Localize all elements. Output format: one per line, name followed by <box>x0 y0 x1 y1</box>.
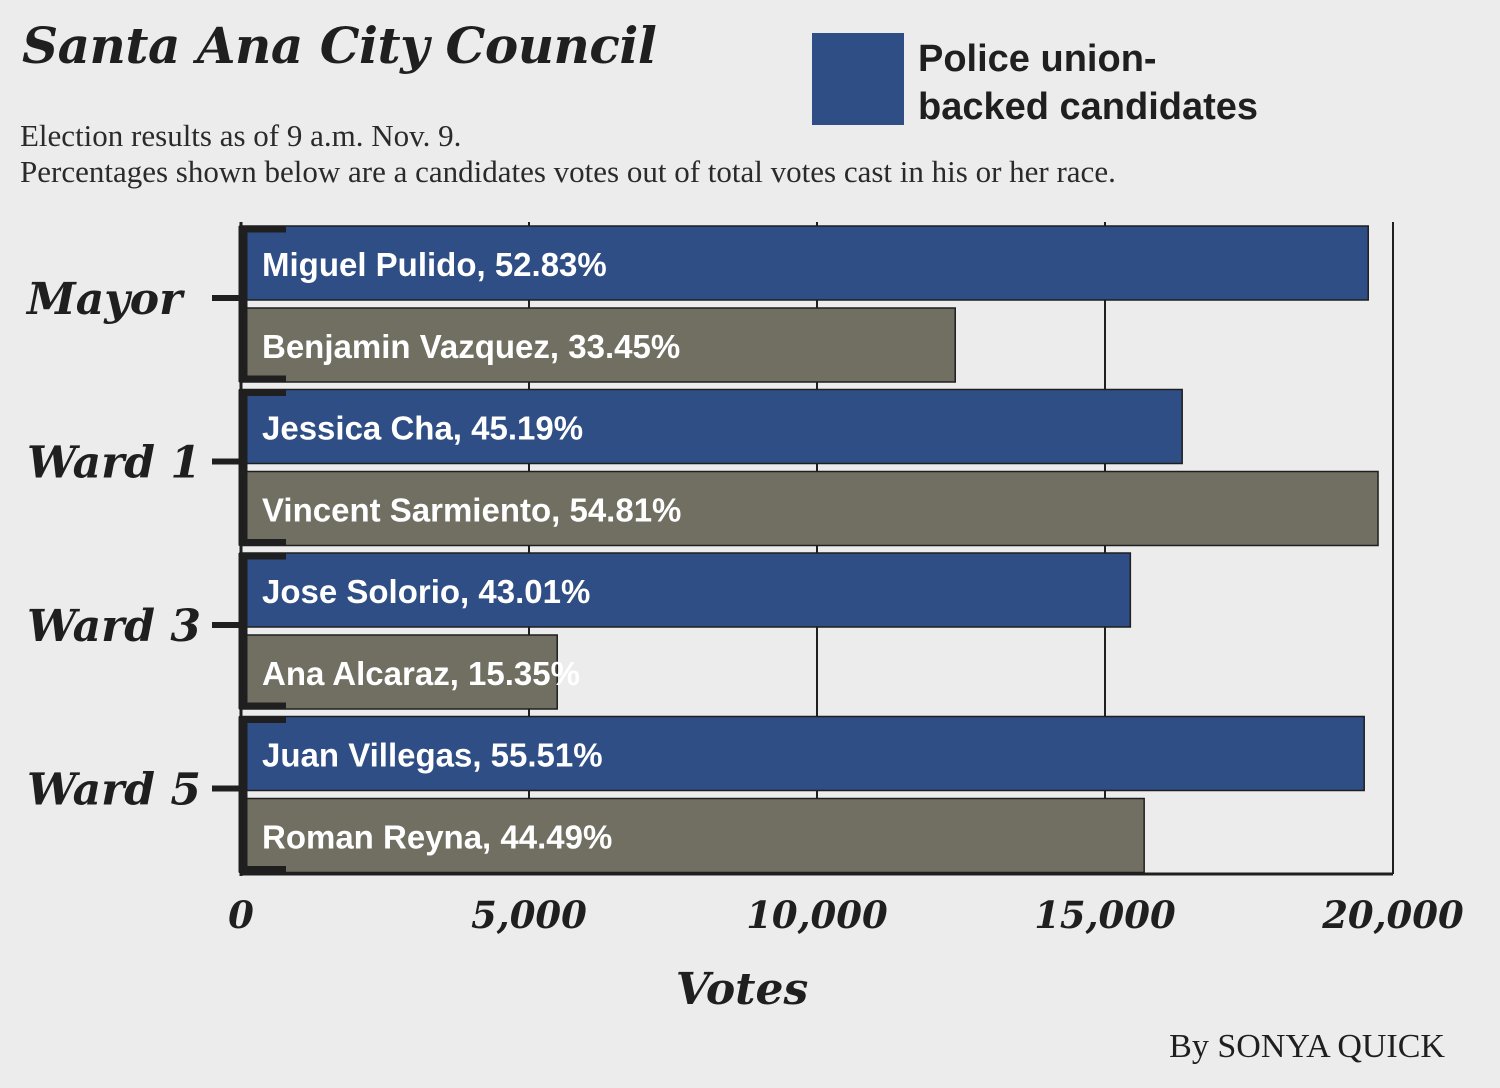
legend-label-line-1: Police union- <box>918 38 1157 80</box>
category-label: Mayor <box>25 274 185 325</box>
bar-label: Juan Villegas, 55.51% <box>262 737 603 774</box>
bar <box>240 552 1132 628</box>
chart-subtitle: Election results as of 9 a.m. Nov. 9. Pe… <box>20 118 1116 190</box>
bars: Miguel Pulido, 52.83% Benjamin Vazquez, 3… <box>240 225 1379 874</box>
bar <box>240 470 1379 547</box>
chart-legend: Police union- backed candidates <box>812 33 1318 131</box>
bar-label: Roman Reyna, 44.49% <box>262 819 612 856</box>
bar-label: Jessica Cha, 45.19% <box>262 410 583 447</box>
x-tick-label: 20,000 <box>1321 893 1464 937</box>
legend-label-line-2: backed candidates <box>918 86 1259 128</box>
bar <box>240 388 1183 465</box>
chart-title: Santa Ana City Council <box>22 16 657 75</box>
bar <box>240 715 1365 792</box>
x-tick-label: 10,000 <box>746 893 888 937</box>
x-tick-label: 5,000 <box>471 893 587 937</box>
bar <box>240 307 956 383</box>
x-tick-label: 15,000 <box>1034 893 1176 937</box>
bar-label: Jose Solorio, 43.01% <box>262 573 590 610</box>
bar-label: Ana Alcaraz, 15.35% <box>262 655 580 692</box>
bar-label: Benjamin Vazquez, 33.45% <box>262 328 680 365</box>
x-tick-label: 0 <box>228 893 254 937</box>
bar <box>240 225 1369 301</box>
bar <box>240 797 1145 874</box>
category-label: Ward 5 <box>27 765 201 816</box>
category-label: Ward 3 <box>27 601 201 652</box>
bar-label: Vincent Sarmiento, 54.81% <box>262 492 681 529</box>
legend-label: Police union- backed candidates <box>918 35 1318 131</box>
subtitle-line-1: Election results as of 9 a.m. Nov. 9. <box>20 118 462 153</box>
legend-swatch-union-backed <box>812 33 904 125</box>
x-axis-title: Votes <box>676 964 809 1015</box>
byline: By SONYA QUICK <box>1169 1028 1445 1065</box>
subtitle-line-2: Percentages shown below are a candidates… <box>20 154 1116 189</box>
bar-label: Miguel Pulido, 52.83% <box>262 246 607 283</box>
category-label: Ward 1 <box>27 438 201 489</box>
axes: 0 5,000 10,000 15,000 20,000 Mayor Ward 1 Ward … <box>25 222 1464 937</box>
